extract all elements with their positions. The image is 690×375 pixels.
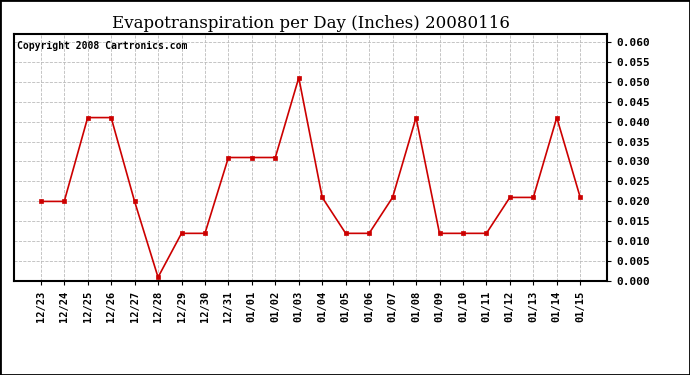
Title: Evapotranspiration per Day (Inches) 20080116: Evapotranspiration per Day (Inches) 2008… — [112, 15, 509, 32]
Text: Copyright 2008 Cartronics.com: Copyright 2008 Cartronics.com — [17, 41, 187, 51]
